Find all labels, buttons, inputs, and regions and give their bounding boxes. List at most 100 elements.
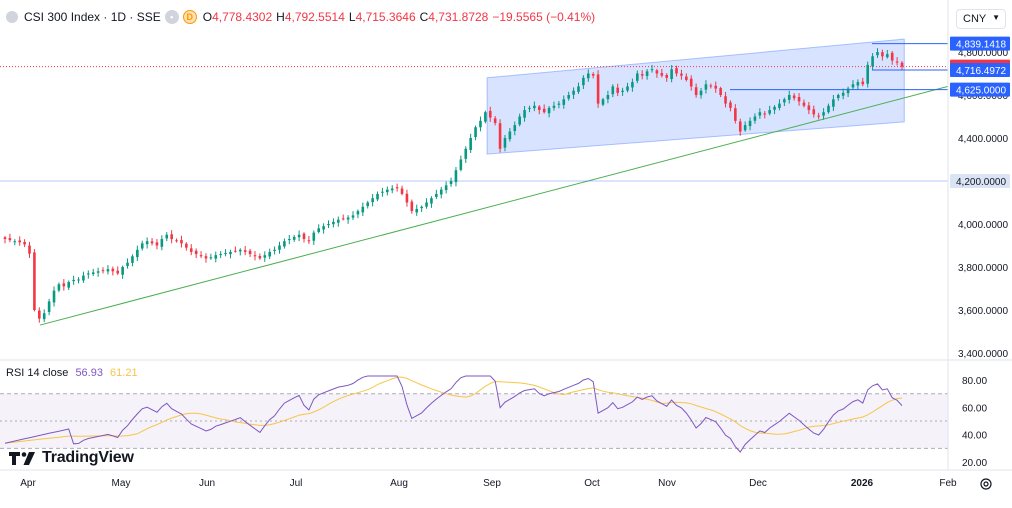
candle-body [469, 138, 472, 151]
candle-body [145, 241, 149, 245]
candle-body [77, 279, 80, 281]
candle [444, 181, 448, 194]
candle-body [435, 193, 438, 197]
candle-body [464, 148, 468, 159]
candle [214, 251, 218, 263]
candle-body [719, 88, 722, 95]
candle [67, 280, 71, 291]
candle [121, 265, 124, 279]
candle-body [224, 253, 227, 255]
candle-body [508, 131, 512, 140]
candle-body [400, 188, 404, 194]
candle [38, 307, 41, 323]
rsi-title[interactable]: RSI 14 close [6, 367, 69, 379]
symbol-legend: CSI 300 Index · 1D · SSE • D O4,778.4302… [6, 10, 599, 24]
candle [885, 49, 889, 59]
candle [479, 116, 482, 132]
candle [503, 134, 507, 152]
rsi-ma-value: 61.21 [110, 367, 138, 379]
candle-body [106, 269, 110, 272]
candle-body [493, 118, 497, 123]
candle [439, 186, 443, 199]
candle-body [38, 310, 41, 319]
candle-body [827, 105, 830, 113]
candle [562, 95, 566, 109]
candle [871, 53, 874, 70]
rsi-line [4, 375, 903, 453]
candle [729, 100, 732, 112]
candle-body [611, 86, 615, 95]
candle [106, 265, 110, 275]
candle-body [714, 85, 718, 89]
candle-body [640, 74, 644, 76]
candle-body [111, 268, 115, 272]
candle [77, 277, 80, 284]
candle [459, 155, 463, 172]
candle-body [8, 238, 12, 241]
candle [557, 100, 561, 109]
candle-body [287, 239, 291, 241]
candle [136, 245, 139, 261]
candle-body [268, 251, 271, 257]
time-axis-tick: Aug [390, 478, 408, 489]
candle [577, 82, 580, 94]
candle-body [596, 74, 600, 104]
candle-body [832, 99, 835, 107]
data-badge[interactable]: D [182, 10, 197, 24]
candle-body [150, 241, 154, 244]
candle [361, 202, 365, 217]
candle-body [204, 256, 208, 259]
candle-body [459, 159, 463, 170]
candle-body [292, 236, 296, 240]
candle [866, 61, 869, 88]
candle [72, 275, 75, 285]
tradingview-mark-icon [9, 452, 35, 465]
time-axis-tick: Jul [290, 478, 303, 489]
candle [488, 106, 492, 122]
symbol-title[interactable]: CSI 300 Index · 1D · SSE [24, 10, 161, 24]
candle-body [773, 106, 776, 110]
candle [851, 80, 855, 90]
candle-body [229, 251, 232, 255]
candle-body [498, 123, 502, 149]
candle-body [562, 99, 566, 105]
candle-body [273, 249, 276, 251]
candle [400, 185, 404, 196]
candle-body [361, 206, 365, 213]
candle [469, 133, 472, 153]
candle-body [841, 92, 845, 96]
candle [518, 113, 521, 127]
candle [861, 77, 865, 87]
candle-body [386, 189, 389, 193]
candle-body [332, 221, 335, 225]
time-axis-tick: Feb [939, 478, 957, 489]
candle [189, 244, 193, 256]
candle-body [258, 255, 262, 259]
candle-body [341, 218, 345, 220]
candle [322, 223, 325, 234]
candle-body [846, 88, 850, 94]
candle [675, 65, 678, 77]
candle-body [660, 73, 664, 76]
currency-selector[interactable]: CNY ▼ [956, 9, 1006, 29]
candle [356, 209, 360, 219]
candle [611, 84, 615, 98]
candle [292, 234, 296, 242]
tradingview-logo[interactable]: TradingView [9, 449, 134, 467]
candle [23, 239, 26, 248]
candle-body [302, 233, 306, 240]
gear-icon[interactable] [979, 477, 993, 491]
price-level-badge [950, 36, 1010, 51]
candle [87, 270, 90, 279]
candle-body [743, 125, 747, 131]
candle-body [307, 240, 311, 242]
candle-body [395, 187, 399, 189]
candle-body [484, 112, 487, 122]
candle [881, 49, 884, 61]
candle [131, 254, 134, 267]
dot-icon: • [164, 10, 179, 24]
candle-body [636, 73, 639, 81]
candle-body [763, 113, 767, 115]
candle [523, 106, 526, 122]
